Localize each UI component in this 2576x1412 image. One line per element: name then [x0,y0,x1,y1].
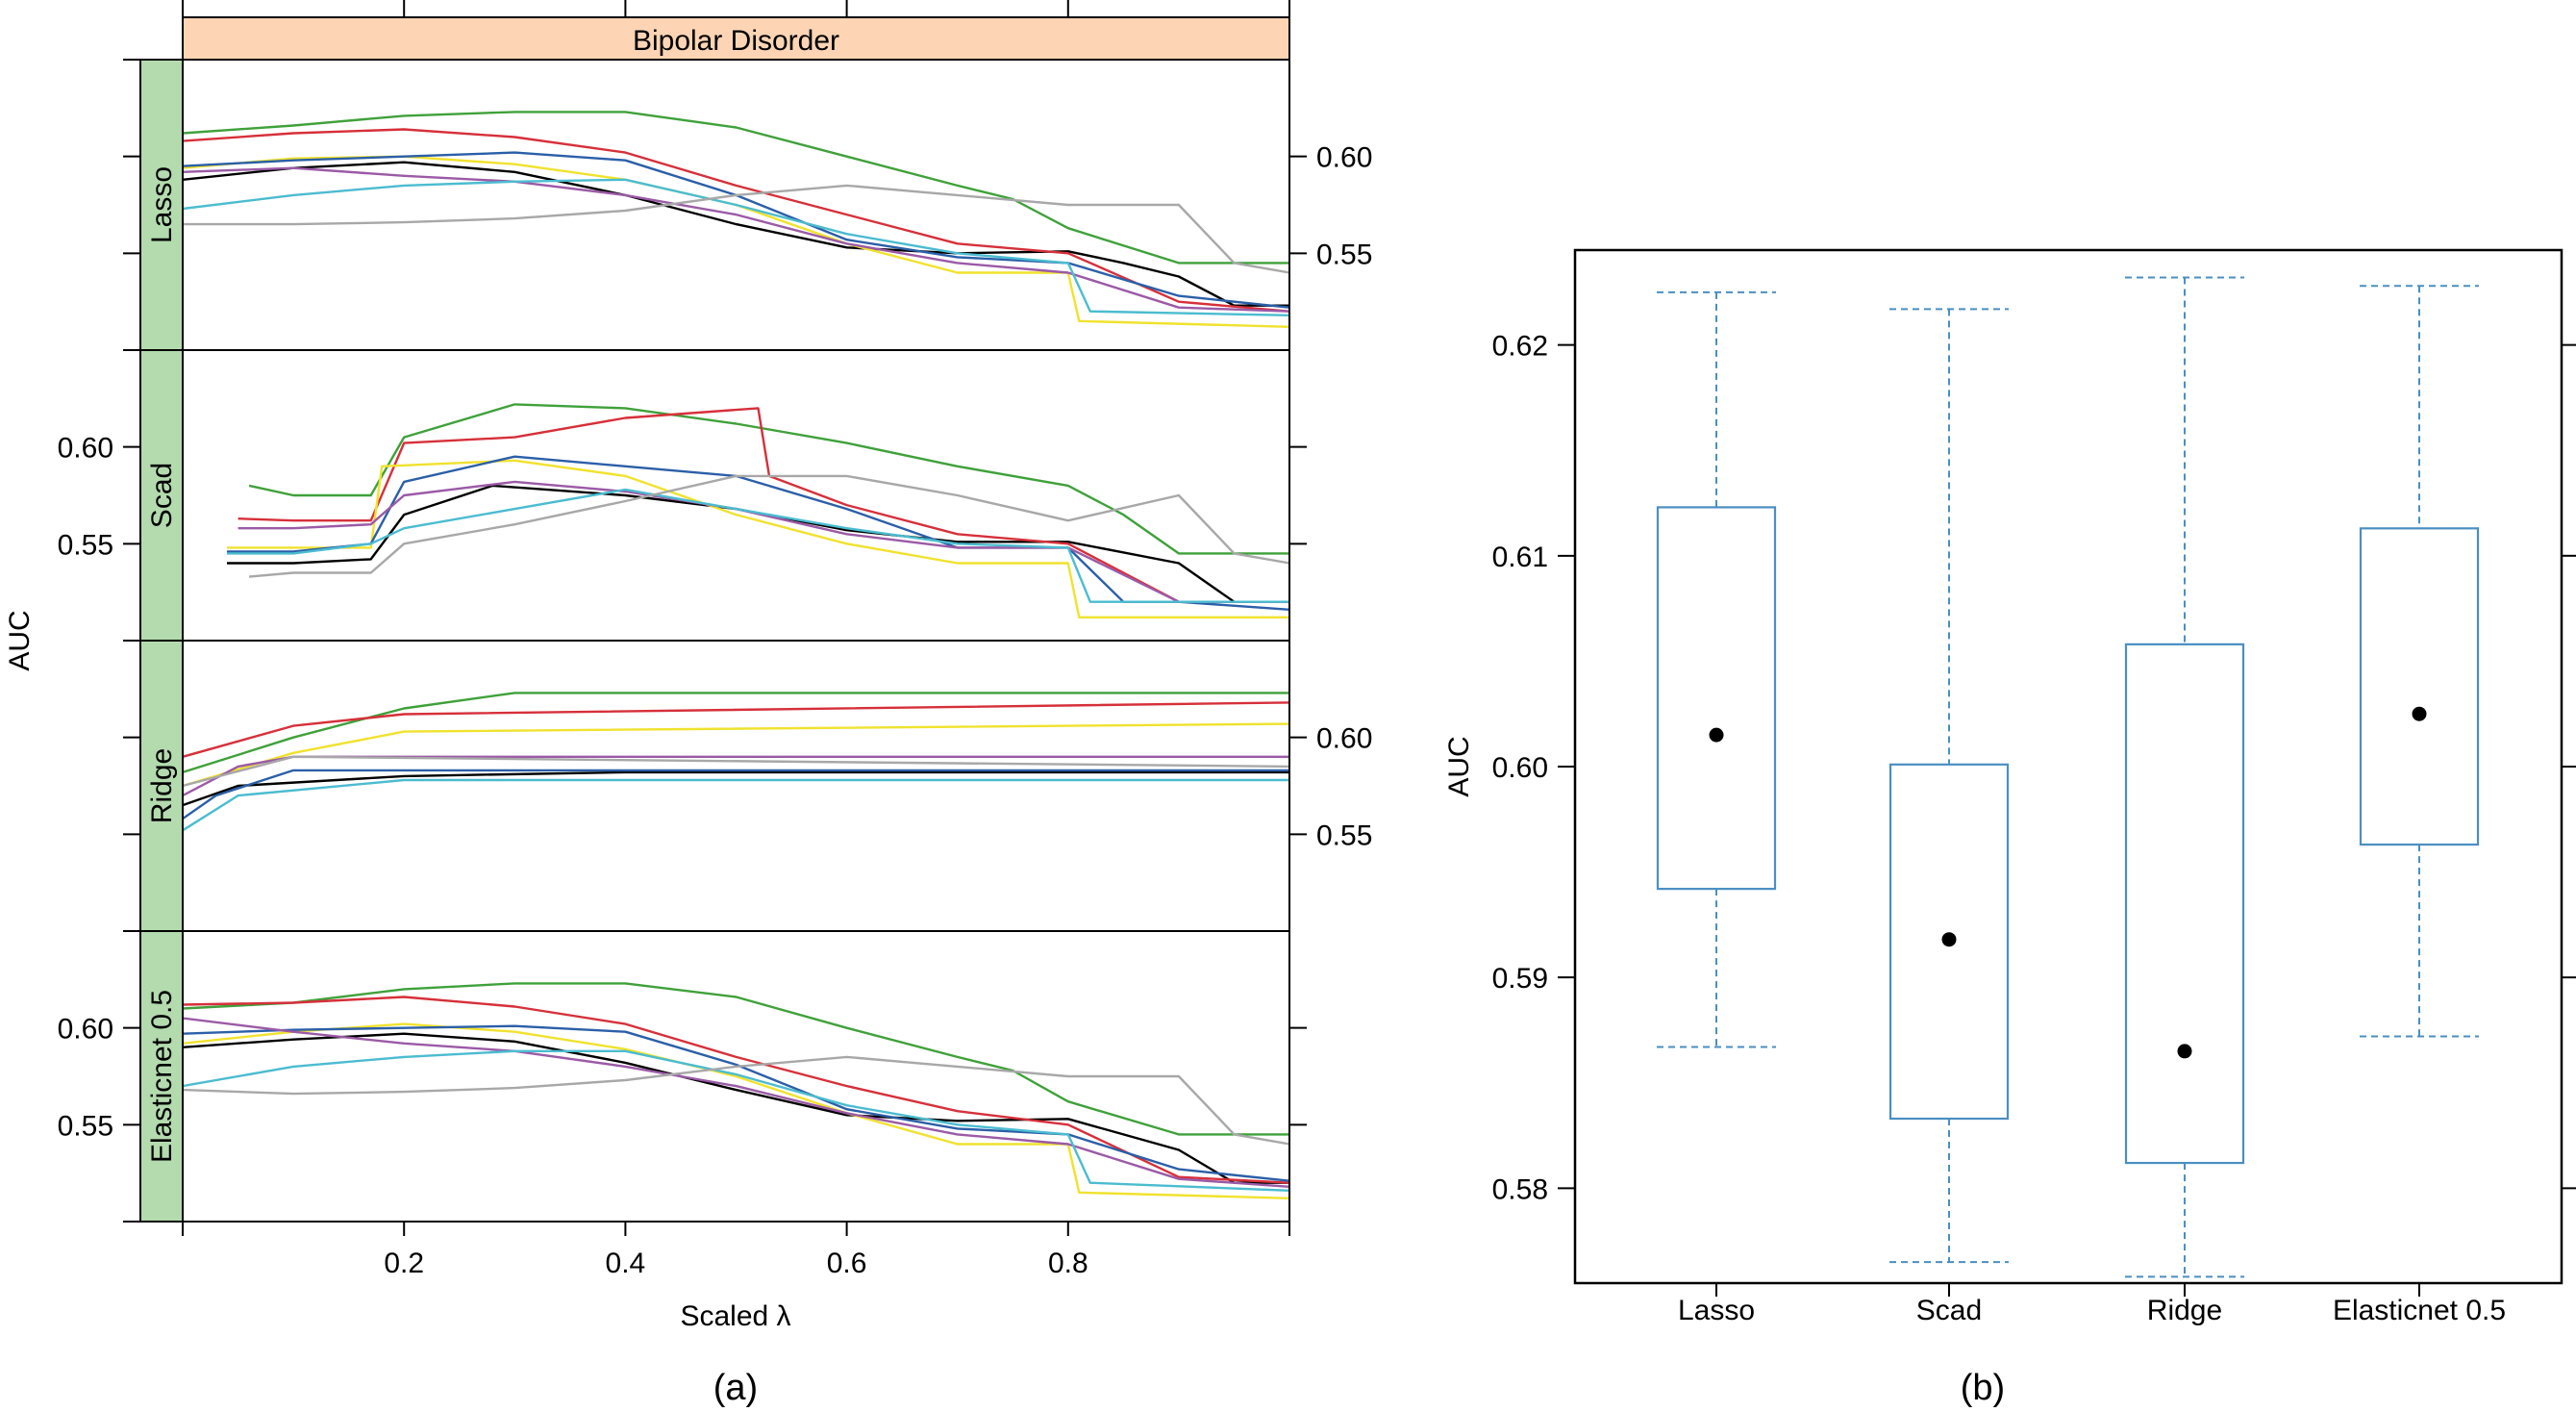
series-line-4 [227,459,1289,618]
y-tick-label-1: 0.55 [1316,239,1372,270]
y-tick-label-3: 0.59 [1492,963,1548,995]
series-line-7 [227,488,1289,603]
series-line-6 [183,755,1289,797]
y-tick-label-1: 0.55 [1316,819,1372,851]
facet-strip [139,930,184,1223]
series-line-8 [248,474,1289,578]
series-line-2 [183,982,1289,1136]
box-scad: Scad [1888,308,2010,1326]
series-line-7 [183,1049,1289,1192]
facet-lasso: Lasso 0.60 0.55 [123,59,1372,351]
facet-series-group [227,403,1289,618]
facet-strip [139,349,184,642]
series-line-4 [183,722,1289,788]
series-line-4 [183,155,1289,328]
series-line-6 [238,480,1289,603]
series-line-2 [183,692,1289,774]
iqr-box [1656,506,1777,891]
series-line-6 [183,166,1289,313]
y-tick-label-2: 0.60 [1492,752,1548,784]
series-line-1 [183,1032,1289,1184]
facet-series-group [183,982,1289,1199]
y-axis-label: AUC [4,610,36,670]
y-tick-label-0: 0.60 [58,1014,113,1046]
iqr-box [2124,643,2245,1165]
series-line-2 [183,111,1289,265]
y-tick-label-1: 0.55 [58,1110,113,1142]
y-axis-label: AUC [1443,736,1475,796]
strip-bipolar-disorder [182,16,1290,61]
x-tick-label: Elasticnet 0.5 [2333,1295,2506,1326]
facet-series-group [183,111,1289,328]
x-tick-label-2: 0.6 [827,1248,867,1279]
y-tick-label-1: 0.55 [58,529,113,561]
facet-elasticnet-0-5: Elasticnet 0.5 0.60 0.55 [58,930,1307,1223]
panel-a-lambda-curves: Bipolar Disorder Lasso 0.60 0.55 Scad 0.60 0.5… [4,0,1372,1332]
median-dot [1941,932,1957,947]
median-dot [1709,727,1724,743]
series-line-5 [183,1024,1289,1182]
series-line-3 [183,128,1289,313]
series-line-4 [183,1022,1289,1199]
box-elasticnet-0-5: Elasticnet 0.5 [2333,285,2506,1326]
facet-label: Elasticnet 0.5 [146,990,178,1163]
series-line-2 [248,403,1289,555]
series-line-3 [238,407,1289,603]
x-tick-label: Lasso [1678,1295,1755,1326]
facet-label: Scad [146,463,178,528]
facet-frame [182,930,1290,1223]
x-tick-label-1: 0.4 [606,1248,646,1279]
x-tick-label-0: 0.2 [384,1248,424,1279]
y-tick-label-0: 0.62 [1492,331,1548,363]
series-line-6 [183,1017,1289,1188]
series-line-8 [183,755,1289,788]
series-line-1 [183,770,1289,807]
series-line-7 [183,778,1289,832]
series-line-1 [227,484,1289,603]
series-line-5 [227,455,1289,611]
box-ridge: Ridge [2124,276,2245,1326]
series-line-7 [183,178,1289,316]
series-line-8 [183,1055,1289,1146]
facet-scad: Scad 0.60 0.55 [58,349,1307,642]
x-tick-label: Ridge [2147,1295,2222,1326]
box-lasso: Lasso [1656,290,1777,1326]
series-line-3 [183,996,1289,1184]
facet-series-group [183,692,1289,832]
y-tick-label-0: 0.60 [58,433,113,465]
y-tick-label-0: 0.60 [1316,723,1372,755]
y-tick-label-1: 0.61 [1492,542,1548,573]
panel-b-auc-boxplot: 0.62 0.61 0.60 0.59 0.58 AUC Lasso Scad Ridge Ela… [1443,248,2576,1326]
series-line-3 [183,701,1289,758]
facet-label: Lasso [146,166,178,243]
series-line-8 [183,184,1289,274]
series-line-5 [183,151,1289,309]
strip-title: Bipolar Disorder [633,25,839,57]
iqr-box [1888,763,2010,1121]
x-tick-label-3: 0.8 [1048,1248,1088,1279]
median-dot [2412,706,2427,721]
series-line-5 [183,769,1289,820]
boxplot-frame [1573,248,2563,1285]
series-line-1 [183,161,1289,307]
iqr-box [2359,527,2480,846]
x-axis-label: Scaled λ [680,1300,790,1332]
panel-a-caption: (a) [713,1368,758,1408]
y-tick-label-4: 0.58 [1492,1173,1548,1205]
median-dot [2177,1044,2192,1059]
x-tick-label: Scad [1916,1295,1982,1326]
y-tick-label-0: 0.60 [1316,142,1372,174]
panel-b-caption: (b) [1961,1368,2005,1408]
facet-ridge: Ridge 0.60 0.55 [123,640,1372,932]
facet-label: Ridge [146,748,178,823]
